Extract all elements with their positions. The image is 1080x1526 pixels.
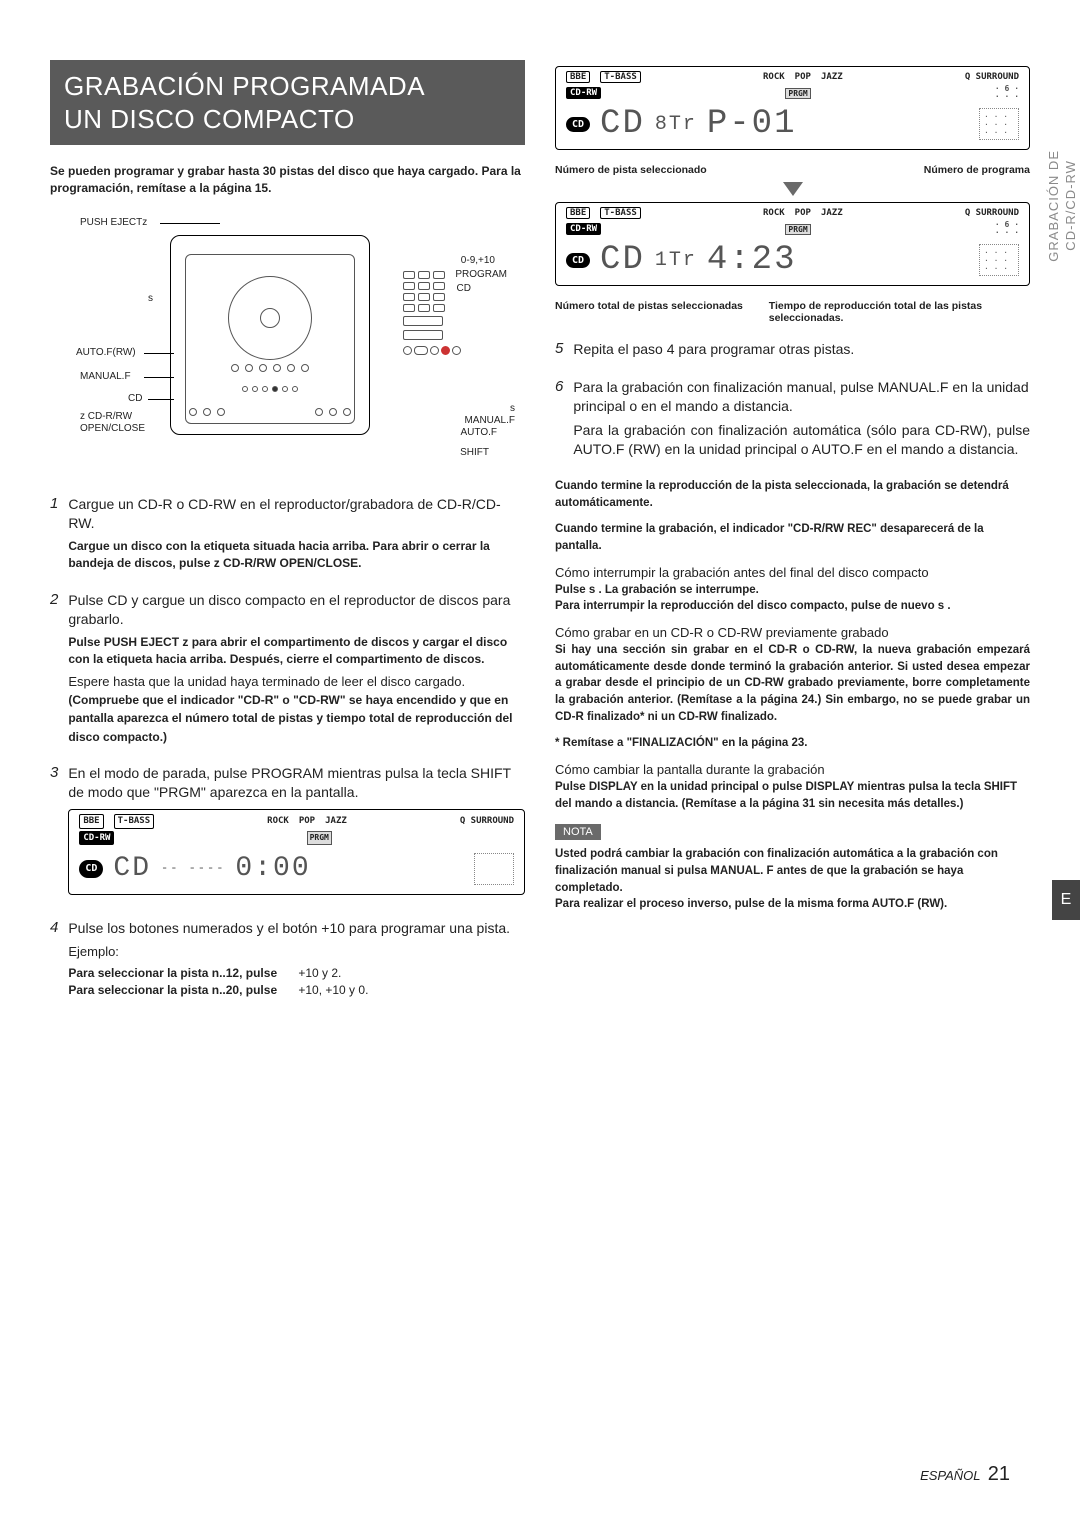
step-text: Repita el paso 4 para programar otras pi… bbox=[573, 340, 854, 360]
page-footer: ESPAÑOL 21 bbox=[920, 1463, 1010, 1486]
label-s-right: s bbox=[510, 403, 515, 414]
step-text: Pulse CD y cargue un disco compacto en e… bbox=[68, 591, 525, 630]
step-number: 6 bbox=[555, 378, 563, 464]
step-text: Para la grabación con finalización autom… bbox=[573, 421, 1030, 460]
label-auto-f-right: AUTO.F bbox=[461, 427, 497, 438]
step-4: 4 Pulse los botones numerados y el botón… bbox=[50, 919, 525, 998]
step-1: 1 Cargue un CD-R o CD-RW en el reproduct… bbox=[50, 495, 525, 577]
step-2: 2 Pulse CD y cargue un disco compacto en… bbox=[50, 591, 525, 750]
lcd-display-2: BBE T-BASS ROCK POP JAZZ Q SURROUND CD-R… bbox=[555, 66, 1030, 150]
step-number: 5 bbox=[555, 340, 563, 364]
section-body: Pulse s . La grabación se interrumpe. Pa… bbox=[555, 582, 1030, 615]
lcd-display-3: BBE T-BASS ROCK POP JAZZ Q SURROUND CD-R… bbox=[555, 202, 1030, 286]
section-heading: Cómo interrumpir la grabación antes del … bbox=[555, 565, 1030, 580]
left-column: GRABACIÓN PROGRAMADA UN DISCO COMPACTO S… bbox=[50, 60, 525, 1013]
step-note: Cargue un disco con la etiqueta situada … bbox=[68, 538, 525, 573]
note-text: Cuando termine la grabación, el indicado… bbox=[555, 521, 1030, 554]
step-5: 5 Repita el paso 4 para programar otras … bbox=[555, 340, 1030, 364]
step-number: 2 bbox=[50, 591, 58, 750]
section-body: Pulse DISPLAY en la unidad principal o p… bbox=[555, 779, 1030, 812]
label-open-close: OPEN/CLOSE bbox=[80, 423, 145, 434]
label-cd-right: CD bbox=[457, 283, 471, 294]
arrow-down-icon bbox=[783, 182, 803, 196]
lcd-caption: Número total de pistas seleccionadas Tie… bbox=[555, 296, 1030, 324]
section-footnote: * Remítase a "FINALIZACIÓN" en la página… bbox=[555, 735, 1030, 752]
label-cdr-rw: z CD-R/RW bbox=[80, 411, 132, 422]
label-program: PROGRAM bbox=[455, 269, 507, 280]
label-manual-f-right: MANUAL.F bbox=[464, 415, 515, 426]
step-text: Pulse los botones numerados y el botón +… bbox=[68, 919, 510, 939]
step-text: Para la grabación con finalización manua… bbox=[573, 378, 1030, 417]
step-number: 1 bbox=[50, 495, 58, 577]
label-shift: SHIFT bbox=[460, 447, 489, 458]
nota-body: Usted podrá cambiar la grabación con fin… bbox=[555, 846, 1030, 913]
label-push-eject: PUSH EJECTz bbox=[80, 217, 147, 228]
lcd-caption: Número de pista seleccionado Número de p… bbox=[555, 160, 1030, 176]
label-cd: CD bbox=[128, 393, 142, 404]
step-text: Espere hasta que la unidad haya terminad… bbox=[68, 673, 525, 746]
right-column: BBE T-BASS ROCK POP JAZZ Q SURROUND CD-R… bbox=[555, 60, 1030, 1013]
step-note: Pulse PUSH EJECT z para abrir el compart… bbox=[68, 634, 525, 669]
side-section-marker: E bbox=[1052, 880, 1080, 920]
step-text: En el modo de parada, pulse PROGRAM mien… bbox=[68, 764, 525, 803]
section-body: Si hay una sección sin grabar en el CD-R… bbox=[555, 642, 1030, 725]
step-number: 4 bbox=[50, 919, 58, 998]
device-diagram: PUSH EJECTz bbox=[50, 211, 525, 471]
note-text: Cuando termine la reproducción de la pis… bbox=[555, 478, 1030, 511]
lcd-display-1: BBE T-BASS ROCK POP JAZZ Q SURROUND CD-R… bbox=[68, 809, 525, 895]
step-number: 3 bbox=[50, 764, 58, 906]
label-s: s bbox=[148, 293, 153, 304]
step-6: 6 Para la grabación con finalización man… bbox=[555, 378, 1030, 464]
nota-badge: NOTA bbox=[555, 824, 601, 840]
label-0-9: 0-9,+10 bbox=[461, 255, 495, 266]
label-auto-f-rw: AUTO.F(RW) bbox=[76, 347, 136, 358]
step-3: 3 En el modo de parada, pulse PROGRAM mi… bbox=[50, 764, 525, 906]
side-tab: GRABACIÓN DE CD-R/CD-RW bbox=[1046, 150, 1080, 262]
step-text: Cargue un CD-R o CD-RW en el reproductor… bbox=[68, 495, 525, 534]
example-label: Ejemplo: bbox=[68, 943, 510, 961]
example-row: Para seleccionar la pista n..12, pulse +… bbox=[68, 965, 510, 982]
page-title: GRABACIÓN PROGRAMADA UN DISCO COMPACTO bbox=[50, 60, 525, 145]
label-manual-f: MANUAL.F bbox=[80, 371, 131, 382]
section-heading: Cómo cambiar la pantalla durante la grab… bbox=[555, 762, 1030, 777]
example-row: Para seleccionar la pista n..20, pulse +… bbox=[68, 982, 510, 999]
section-heading: Cómo grabar en un CD-R o CD-RW previamen… bbox=[555, 625, 1030, 640]
intro-text: Se pueden programar y grabar hasta 30 pi… bbox=[50, 163, 525, 197]
